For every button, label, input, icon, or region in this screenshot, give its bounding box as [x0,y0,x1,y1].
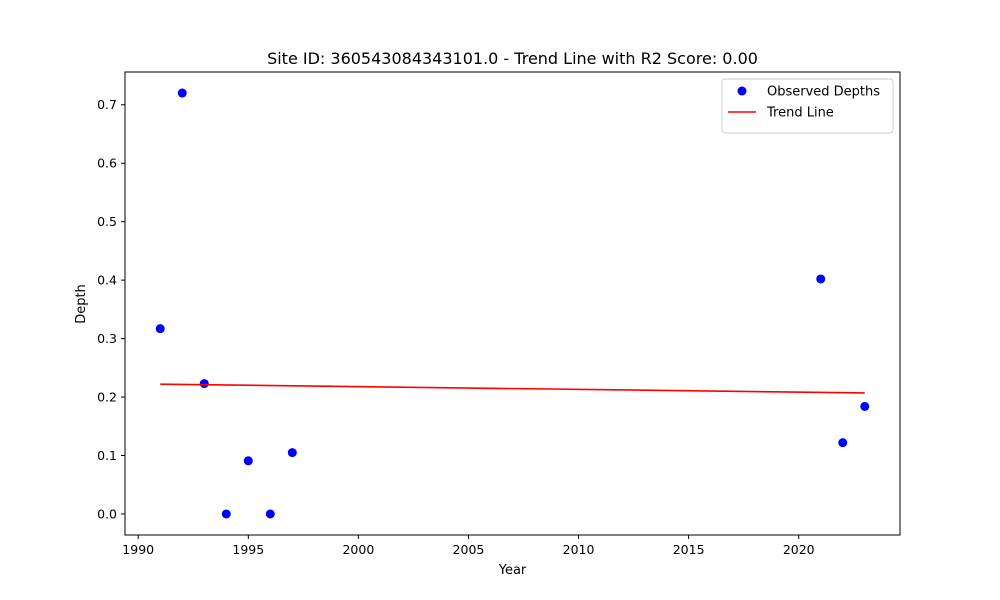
observed-depth-point [199,379,209,389]
observed-depth-point [287,448,297,458]
observed-depth-point [838,438,848,448]
x-tick-label: 2000 [342,542,374,557]
observed-depth-point [155,324,165,334]
observed-depth-point [177,88,187,98]
y-tick-label: 0.4 [97,273,117,288]
plot-area-frame [124,71,901,536]
x-tick-label: 2020 [783,542,815,557]
observed-depth-point [243,456,253,466]
legend-box [721,78,894,134]
trend-line [160,383,865,394]
y-tick-label: 0.3 [97,331,117,346]
y-tick-label: 0.7 [97,97,117,112]
observed-depth-point [860,401,870,411]
chart-title: Site ID: 360543084343101.0 - Trend Line … [267,49,758,68]
legend-marker-observed-depths [737,86,747,96]
y-tick-label: 0.5 [97,214,117,229]
y-axis-label: Depth [74,284,89,324]
observed-depth-point [265,509,275,519]
y-tick-label: 0.1 [97,448,117,463]
legend-label: Trend Line [766,106,834,121]
observed-depth-point [221,509,231,519]
x-axis-label: Year [498,563,527,578]
x-tick-label: 2010 [563,542,595,557]
x-tick-label: 2015 [673,542,705,557]
y-tick-label: 0.0 [97,506,117,521]
x-tick-label: 1990 [122,542,154,557]
y-tick-label: 0.2 [97,390,117,405]
observed-depth-point [816,274,826,284]
legend-label: Observed Depths [767,85,880,100]
y-tick-label: 0.6 [97,156,117,171]
x-tick-label: 2005 [453,542,485,557]
x-tick-label: 1995 [232,542,264,557]
